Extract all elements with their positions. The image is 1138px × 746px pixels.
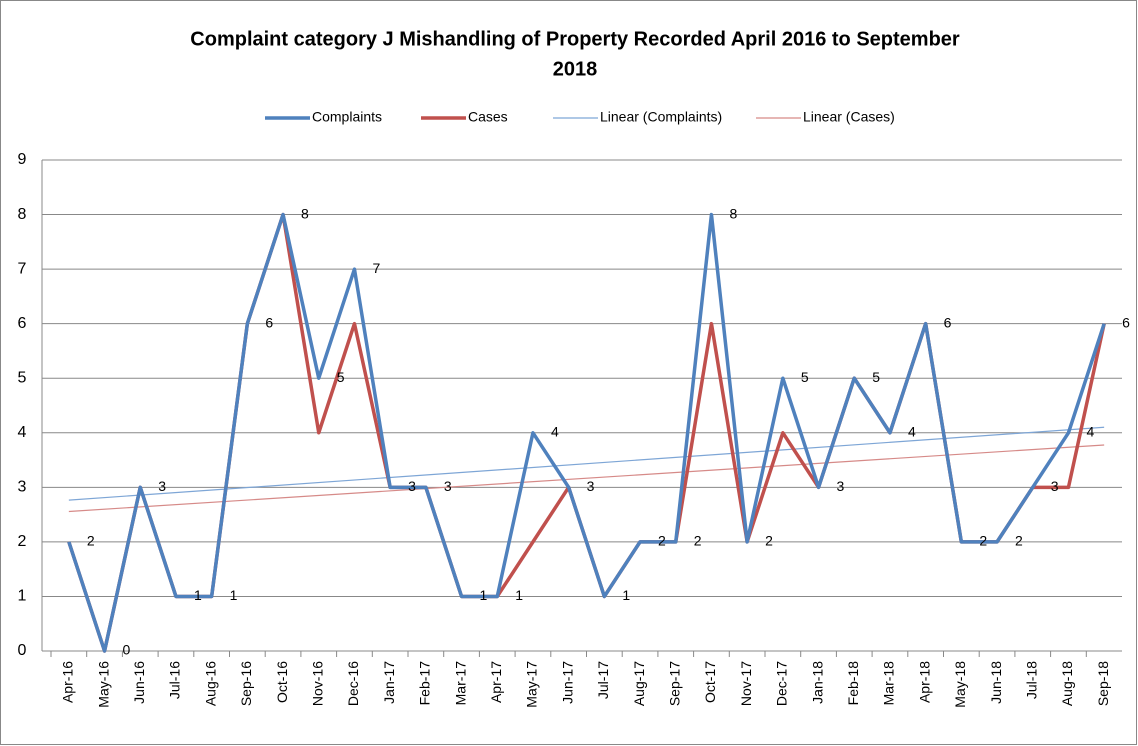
x-tick-label: Nov-17 bbox=[738, 661, 754, 706]
data-label: 2 bbox=[87, 533, 95, 549]
y-tick-label: 0 bbox=[18, 642, 27, 659]
data-label: 1 bbox=[230, 587, 238, 603]
x-tick-label: Sep-16 bbox=[238, 661, 254, 706]
y-tick-label: 9 bbox=[18, 151, 27, 168]
data-label: 2 bbox=[979, 533, 987, 549]
data-label: 4 bbox=[1086, 423, 1094, 439]
series-line bbox=[67, 212, 1106, 653]
x-tick-label: Jul-17 bbox=[595, 661, 611, 699]
y-tick-label: 7 bbox=[18, 260, 27, 277]
data-label: 2 bbox=[658, 533, 666, 549]
x-tick-label: Aug-16 bbox=[202, 661, 218, 706]
chart-title: 2018 bbox=[553, 58, 598, 80]
x-tick-label: Apr-18 bbox=[916, 661, 932, 703]
x-tick-label: Sep-17 bbox=[666, 661, 682, 706]
data-label: 3 bbox=[408, 478, 416, 494]
data-label: 8 bbox=[729, 205, 737, 221]
y-tick-label: 3 bbox=[18, 479, 27, 496]
data-label: 3 bbox=[444, 478, 452, 494]
x-tick-label: Jan-18 bbox=[809, 661, 825, 704]
data-label: 4 bbox=[908, 423, 916, 439]
y-tick-label: 1 bbox=[18, 588, 27, 605]
data-label: 6 bbox=[265, 314, 273, 330]
data-label: 2 bbox=[1015, 533, 1023, 549]
y-tick-label: 5 bbox=[18, 369, 27, 386]
data-label: 5 bbox=[337, 369, 345, 385]
x-tick-label: Mar-17 bbox=[452, 661, 468, 706]
data-label: 1 bbox=[515, 587, 523, 603]
data-label: 2 bbox=[765, 533, 773, 549]
y-tick-label: 8 bbox=[18, 206, 27, 223]
data-label: 0 bbox=[123, 642, 131, 658]
legend-label: Linear (Cases) bbox=[803, 109, 895, 125]
x-tick-label: Feb-17 bbox=[417, 661, 433, 706]
legend-label: Linear (Complaints) bbox=[600, 109, 722, 125]
x-tick-label: Apr-17 bbox=[488, 661, 504, 703]
y-tick-label: 4 bbox=[18, 424, 27, 441]
trendline bbox=[68, 426, 1105, 501]
x-tick-label: Feb-18 bbox=[845, 661, 861, 706]
data-label: 7 bbox=[372, 260, 380, 276]
data-label: 6 bbox=[944, 314, 952, 330]
x-tick-label: Oct-17 bbox=[702, 661, 718, 703]
data-label: 1 bbox=[194, 587, 202, 603]
data-label: 8 bbox=[301, 205, 309, 221]
x-tick-label: Dec-17 bbox=[774, 661, 790, 706]
legend-label: Cases bbox=[468, 109, 508, 125]
x-tick-label: May-17 bbox=[524, 661, 540, 708]
x-tick-label: Jun-16 bbox=[131, 661, 147, 704]
legend-label: Complaints bbox=[312, 109, 382, 125]
x-tick-label: Aug-18 bbox=[1059, 661, 1075, 706]
x-tick-label: Mar-18 bbox=[881, 661, 897, 706]
data-label: 4 bbox=[551, 423, 559, 439]
x-tick-label: Jun-17 bbox=[559, 661, 575, 704]
x-tick-label: Jun-18 bbox=[988, 661, 1004, 704]
data-label: 5 bbox=[801, 369, 809, 385]
y-tick-label: 6 bbox=[18, 315, 27, 332]
x-tick-label: May-16 bbox=[95, 661, 111, 708]
trendline bbox=[68, 444, 1105, 513]
x-tick-label: Apr-16 bbox=[60, 661, 76, 703]
data-label: 3 bbox=[587, 478, 595, 494]
x-tick-label: Jul-16 bbox=[167, 661, 183, 699]
x-tick-label: Nov-16 bbox=[309, 661, 325, 706]
x-tick-label: Sep-18 bbox=[1095, 661, 1111, 706]
chart-title: Complaint category J Mishandling of Prop… bbox=[190, 28, 960, 50]
x-tick-label: May-18 bbox=[952, 661, 968, 708]
data-label: 3 bbox=[837, 478, 845, 494]
data-label: 5 bbox=[872, 369, 880, 385]
x-tick-label: Aug-17 bbox=[631, 661, 647, 706]
data-label: 1 bbox=[480, 587, 488, 603]
data-label: 2 bbox=[694, 533, 702, 549]
data-label: 3 bbox=[1051, 478, 1059, 494]
y-tick-label: 2 bbox=[18, 533, 27, 550]
x-tick-label: Oct-16 bbox=[274, 661, 290, 703]
x-tick-label: Jan-17 bbox=[381, 661, 397, 704]
data-label: 3 bbox=[158, 478, 166, 494]
data-label: 1 bbox=[622, 587, 630, 603]
data-label: 6 bbox=[1122, 314, 1130, 330]
x-tick-label: Jul-18 bbox=[1023, 661, 1039, 699]
x-tick-label: Dec-16 bbox=[345, 661, 361, 706]
